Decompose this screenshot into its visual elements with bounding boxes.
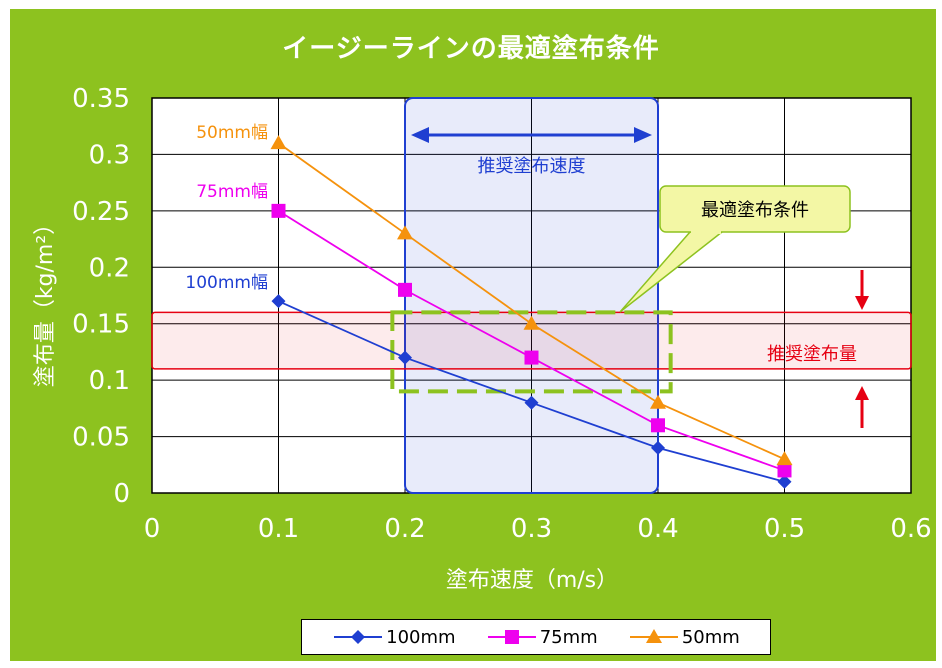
- x-tick-label: 0.4: [637, 514, 678, 544]
- recommended-amount-label: 推奨塗布量: [767, 343, 857, 365]
- page-title: イージーラインの最適塗布条件: [282, 34, 660, 64]
- data-point: [397, 225, 413, 240]
- x-tick-label: 0.5: [764, 514, 805, 544]
- amount-arrow-top-head: [855, 296, 869, 310]
- y-tick-label: 0.2: [89, 253, 130, 283]
- y-tick-label: 0.05: [72, 423, 130, 453]
- series-label-75mm: 75mm幅: [196, 182, 268, 202]
- x-tick-label: 0.2: [384, 514, 425, 544]
- y-tick-label: 0.1: [89, 366, 130, 396]
- legend-label: 75mm: [539, 626, 598, 648]
- legend-label: 50mm: [681, 626, 740, 648]
- data-point: [651, 418, 665, 433]
- data-point: [777, 474, 792, 489]
- data-point: [650, 394, 666, 409]
- legend-swatch: [487, 630, 536, 644]
- legend-swatch: [629, 629, 678, 643]
- x-tick-label: 0.1: [258, 514, 299, 544]
- legend-marker: [504, 630, 519, 644]
- y-tick-label: 0.25: [72, 197, 130, 227]
- callout-box: [659, 185, 851, 233]
- legend: 100mm 75mm 50mm: [301, 619, 771, 655]
- x-tick-label: 0.3: [511, 514, 552, 544]
- data-point: [398, 282, 412, 297]
- legend-entry-50mm: 50mm: [628, 627, 740, 648]
- annotation-bands: [151, 97, 912, 494]
- series-label-100mm: 100mm幅: [185, 273, 268, 293]
- speed-arrow-right: [634, 127, 652, 143]
- optimal-condition-label: 最適塗布条件: [701, 199, 809, 221]
- legend-marker: [645, 629, 662, 643]
- x-tick-label: 0.6: [890, 514, 931, 544]
- legend-swatch: [334, 630, 383, 644]
- data-point: [271, 203, 286, 218]
- series-group: 100mm幅 75mm幅 50mm幅: [185, 123, 793, 489]
- data-point: [776, 451, 793, 466]
- data-point: [777, 463, 792, 478]
- callout-joint: [691, 229, 721, 234]
- speed-arrow-left: [411, 127, 429, 143]
- data-point: [270, 135, 287, 150]
- recommended-amount-band: [151, 311, 912, 370]
- data-point: [651, 440, 665, 455]
- series-label-50mm: 50mm幅: [196, 123, 268, 143]
- amount-arrow-bottom-head: [855, 386, 869, 400]
- data-point: [524, 395, 539, 410]
- legend-label: 100mm: [386, 626, 456, 648]
- recommended-speed-label: 推奨塗布速度: [478, 155, 586, 177]
- data-point: [523, 315, 540, 330]
- x-tick-label: 0: [144, 514, 161, 544]
- legend-entry-100mm: 100mm: [332, 626, 456, 648]
- y-tick-label: 0.3: [89, 140, 130, 170]
- legend-entry-75mm: 75mm: [486, 627, 598, 648]
- y-tick-label: 0.35: [72, 84, 130, 114]
- data-point: [271, 294, 286, 309]
- tick-labels: 0 0.1 0.2 0.3 0.4 0.5 0.6 0 0.05 0.1 0.15 0.2 0.25 0.…: [72, 84, 932, 544]
- y-tick-label: 0: [113, 479, 130, 509]
- y-tick-label: 0.15: [72, 310, 130, 340]
- x-axis-label: 塗布速度（m/s）: [446, 568, 618, 593]
- legend-marker: [351, 630, 366, 644]
- y-axis-label: 塗布量（kg/m²）: [33, 213, 58, 387]
- data-point: [524, 350, 539, 365]
- data-point: [398, 350, 412, 365]
